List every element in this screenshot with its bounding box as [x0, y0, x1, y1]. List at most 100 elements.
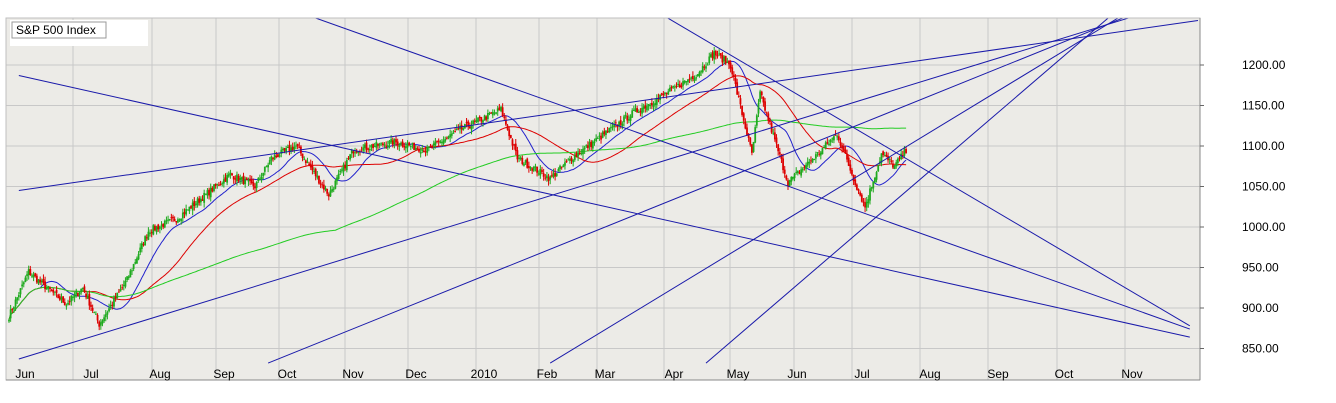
candle-body [152, 225, 155, 235]
candle-body [329, 190, 332, 197]
candlestick [45, 284, 48, 290]
x-tick-label: Jul [83, 367, 98, 381]
candle-body [160, 224, 163, 226]
candle-body [839, 141, 842, 146]
candlestick [895, 159, 898, 169]
candle-body [765, 112, 768, 114]
x-tick-label: Sep [987, 367, 1009, 381]
candlestick [104, 310, 107, 322]
candle-body [34, 273, 37, 277]
candlestick [154, 224, 156, 232]
candle-body [281, 148, 284, 150]
candlestick [531, 167, 534, 174]
candlestick [741, 105, 743, 117]
candlestick [901, 150, 904, 160]
candle-body [40, 280, 43, 283]
candle-body [222, 179, 225, 184]
candlestick [76, 292, 79, 297]
candlestick [826, 138, 829, 145]
candlestick [380, 142, 383, 146]
candle-body [365, 142, 368, 150]
candle-body [792, 176, 794, 179]
candle-body [113, 297, 115, 307]
candle-body [331, 189, 333, 192]
candlestick [824, 140, 827, 150]
candle-body [145, 237, 148, 239]
candle-body [35, 275, 38, 283]
candlestick [247, 177, 250, 187]
candlestick [372, 143, 374, 152]
candle-body [255, 182, 258, 188]
candlestick [900, 149, 903, 161]
candlestick [419, 147, 422, 158]
candle-body [665, 93, 668, 95]
candlestick [452, 129, 455, 134]
candle-body [649, 104, 652, 106]
candlestick [363, 142, 366, 153]
candlestick [837, 133, 840, 143]
candlestick [711, 50, 714, 61]
candle-body [905, 149, 907, 154]
candlestick [114, 292, 117, 302]
candle-body [470, 125, 473, 130]
candlestick [860, 193, 863, 203]
candle-body [578, 152, 581, 155]
candle-body [524, 160, 527, 163]
candlestick [506, 123, 509, 131]
candle-body [293, 146, 296, 150]
candle-body [388, 140, 391, 144]
candle-body [83, 286, 86, 292]
candle-body [550, 175, 553, 177]
candlestick [396, 138, 399, 150]
candle-body [106, 312, 109, 315]
plot-area [6, 18, 1200, 380]
candle-body [849, 164, 852, 171]
candle-body [798, 172, 801, 174]
candle-body [751, 144, 753, 153]
candle-body [742, 113, 745, 121]
candle-body [421, 149, 424, 152]
candlestick [213, 183, 215, 193]
candle-body [432, 143, 435, 146]
candle-body [221, 183, 224, 185]
candlestick [57, 293, 60, 299]
candle-body [139, 247, 142, 253]
candle-body [631, 110, 634, 118]
candle-body [163, 220, 166, 228]
candle-body [793, 173, 796, 179]
candle-body [711, 52, 714, 59]
chart-title-box: S&P 500 Index [10, 20, 148, 46]
candlestick [345, 157, 348, 173]
candlestick [263, 166, 266, 176]
candle-body [716, 55, 719, 57]
candle-body [450, 133, 453, 136]
candlestick [821, 148, 824, 155]
candle-body [373, 146, 376, 148]
candle-body [623, 116, 625, 123]
candle-body [573, 154, 576, 160]
candlestick [769, 117, 771, 125]
candle-body [895, 162, 898, 167]
candlestick [262, 172, 265, 180]
candle-body [900, 153, 903, 160]
candle-body [142, 244, 145, 246]
candlestick [710, 52, 712, 58]
candlestick [342, 162, 345, 176]
candle-body [760, 91, 763, 96]
candlestick [393, 138, 396, 149]
candlestick [58, 293, 61, 302]
candle-body [239, 177, 242, 180]
candle-body [562, 165, 565, 168]
candlestick [427, 146, 430, 152]
y-tick-label: 950.00 [1242, 261, 1279, 275]
candle-body [32, 274, 35, 278]
candle-body [342, 164, 345, 172]
candlestick [677, 79, 680, 88]
candle-body [414, 147, 417, 151]
candle-body [509, 135, 512, 139]
candle-body [172, 216, 174, 219]
candlestick [370, 144, 373, 152]
candlestick [731, 64, 734, 78]
candle-body [186, 209, 189, 211]
candle-body [491, 112, 494, 116]
